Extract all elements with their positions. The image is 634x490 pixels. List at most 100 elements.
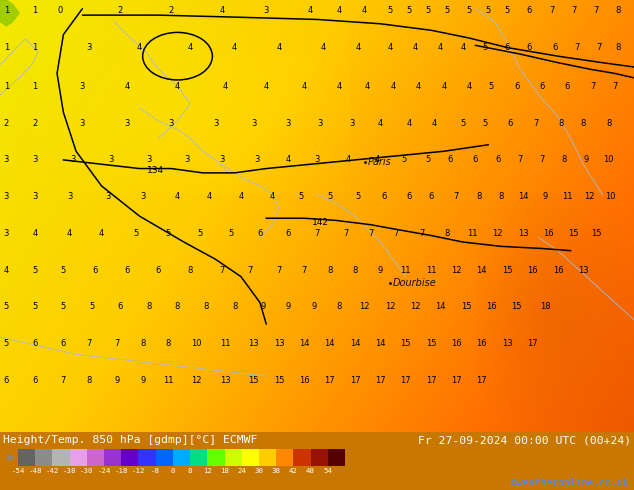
Text: 8: 8 [476,192,481,201]
Text: 4: 4 [223,82,228,91]
Text: 5: 5 [482,43,488,52]
Text: 11: 11 [562,192,573,201]
Text: 4: 4 [264,82,269,91]
Text: 4: 4 [137,43,142,52]
Text: 11: 11 [467,229,477,238]
Text: 7: 7 [419,229,424,238]
Text: 12: 12 [410,302,420,311]
Text: 8: 8 [559,119,564,128]
Text: 14: 14 [325,339,335,348]
Text: 7: 7 [540,155,545,165]
Text: 8: 8 [581,119,586,128]
Bar [242,449,259,466]
Text: 3: 3 [67,192,72,201]
Text: 13: 13 [578,266,588,274]
Text: 16: 16 [451,339,462,348]
Text: 15: 15 [512,302,522,311]
Text: 12: 12 [493,229,503,238]
Text: 6: 6 [156,266,161,274]
Text: 48: 48 [306,468,315,474]
Text: 7: 7 [61,376,66,385]
Text: 4: 4 [416,82,421,91]
Text: 7: 7 [612,82,618,91]
Text: 8: 8 [165,339,171,348]
Text: 5: 5 [32,266,37,274]
Text: 3: 3 [4,155,9,165]
Text: 16: 16 [299,376,309,385]
Text: 7: 7 [86,339,91,348]
Text: 54: 54 [323,468,332,474]
Text: 0: 0 [58,6,63,15]
Text: 6: 6 [495,155,500,165]
Text: 24: 24 [237,468,246,474]
Text: 4: 4 [362,6,367,15]
Text: 8: 8 [327,266,332,274]
Text: 17: 17 [451,376,462,385]
Text: 15: 15 [401,339,411,348]
Text: 4: 4 [337,6,342,15]
Bar [18,449,36,466]
Text: 8: 8 [86,376,91,385]
Text: -12: -12 [132,468,145,474]
Text: 4: 4 [365,82,370,91]
Text: 13: 13 [274,339,284,348]
Text: 6: 6 [124,266,129,274]
Text: 6: 6 [286,229,291,238]
Text: 12: 12 [203,468,212,474]
Text: 5: 5 [489,82,494,91]
Text: 4: 4 [175,82,180,91]
Text: 7: 7 [593,6,598,15]
Text: 2: 2 [32,119,37,128]
Text: 5: 5 [425,155,430,165]
Text: 12: 12 [359,302,370,311]
Text: 4: 4 [4,266,9,274]
Text: 12: 12 [451,266,462,274]
Text: 3: 3 [32,192,37,201]
Text: 15: 15 [569,229,579,238]
Text: 1: 1 [4,82,9,91]
Text: 4: 4 [238,192,243,201]
Text: 14: 14 [436,302,446,311]
Text: 15: 15 [502,266,512,274]
Text: 8: 8 [188,468,192,474]
Text: 7: 7 [302,266,307,274]
Text: 4: 4 [387,43,392,52]
Text: 5: 5 [406,6,411,15]
Text: 5: 5 [444,6,450,15]
Text: 9: 9 [115,376,120,385]
Text: 3: 3 [80,119,85,128]
Text: -24: -24 [97,468,111,474]
Text: 5: 5 [402,155,407,165]
Bar [70,449,87,466]
Text: 10: 10 [605,192,616,201]
Text: 4: 4 [124,82,129,91]
Text: 13: 13 [518,229,528,238]
Text: 16: 16 [553,266,563,274]
Text: 8: 8 [606,119,611,128]
Bar [328,449,345,466]
Text: -54: -54 [11,468,25,474]
Text: 5: 5 [89,302,94,311]
Text: 6: 6 [508,119,513,128]
Text: 5: 5 [61,302,66,311]
Text: 4: 4 [188,43,193,52]
Text: 4: 4 [276,43,281,52]
Text: 8: 8 [444,229,450,238]
Text: 4: 4 [270,192,275,201]
Text: 3: 3 [264,6,269,15]
Text: 6: 6 [505,43,510,52]
Text: 17: 17 [477,376,487,385]
Text: -42: -42 [46,468,59,474]
Text: 3: 3 [4,192,9,201]
Text: 6: 6 [565,82,570,91]
Text: 3: 3 [314,155,320,165]
Text: 4: 4 [441,82,446,91]
Text: Height/Temp. 850 hPa [gdmp][°C] ECMWF: Height/Temp. 850 hPa [gdmp][°C] ECMWF [3,435,257,445]
Text: 12: 12 [385,302,395,311]
Text: 4: 4 [413,43,418,52]
Text: 4: 4 [207,192,212,201]
Text: 6: 6 [527,6,532,15]
Text: 3: 3 [70,155,75,165]
Text: 11: 11 [163,376,173,385]
Bar [207,449,224,466]
